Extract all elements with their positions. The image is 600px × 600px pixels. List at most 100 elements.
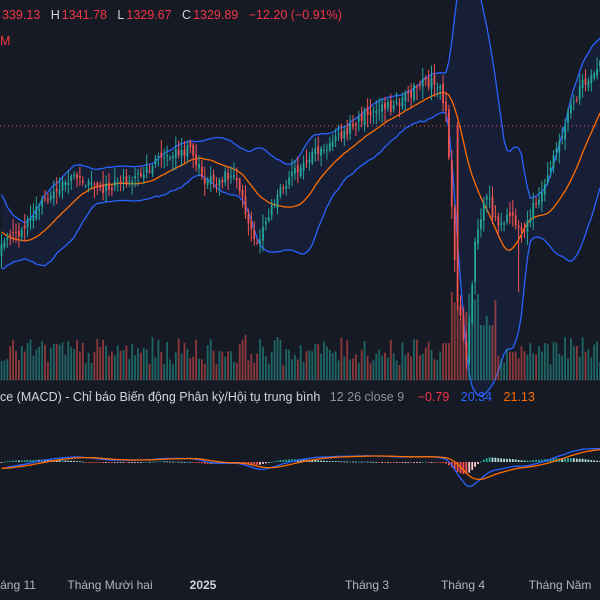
macd-histogram-bar bbox=[436, 462, 439, 463]
macd-histogram-bar bbox=[474, 462, 476, 467]
macd-histogram-bar bbox=[44, 459, 46, 462]
volume-bar bbox=[320, 353, 322, 380]
candle-body bbox=[596, 69, 598, 76]
macd-histogram-bar bbox=[105, 462, 107, 463]
candle-body bbox=[93, 184, 96, 186]
volume-bar bbox=[15, 351, 17, 380]
macd-histogram-bar bbox=[488, 457, 491, 462]
macd-histogram-bar bbox=[12, 460, 14, 462]
volume-label: M bbox=[0, 34, 11, 48]
candle-body bbox=[462, 316, 465, 339]
candle-body bbox=[558, 140, 561, 153]
volume-bar bbox=[552, 342, 555, 380]
volume-bar bbox=[113, 355, 116, 380]
macd-histogram-bar bbox=[102, 462, 104, 463]
volume-bar bbox=[221, 351, 224, 380]
candle-body bbox=[49, 195, 52, 200]
macd-histogram-bar bbox=[23, 460, 26, 462]
volume-bar bbox=[497, 355, 500, 380]
macd-histogram-bar bbox=[79, 461, 81, 463]
macd-histogram-bar bbox=[503, 458, 505, 462]
macd-legend[interactable]: ce (MACD) - Chỉ báo Biến động Phân kỳ/Hộ… bbox=[0, 390, 543, 404]
volume-bar bbox=[79, 351, 81, 380]
volume-bar bbox=[241, 339, 244, 380]
volume-bar bbox=[369, 363, 372, 380]
candle-body bbox=[363, 109, 366, 126]
volume-bar bbox=[180, 353, 183, 380]
macd-histogram-bar bbox=[93, 462, 96, 463]
macd-histogram-bar bbox=[119, 462, 122, 463]
volume-bar bbox=[387, 357, 389, 380]
candle-body bbox=[259, 239, 261, 244]
volume-bar bbox=[439, 351, 442, 380]
macd-histogram-bar bbox=[6, 461, 9, 463]
volume-bar bbox=[520, 346, 523, 380]
volume-bar bbox=[459, 319, 462, 380]
volume-bar bbox=[285, 349, 288, 380]
volume-bar bbox=[474, 299, 476, 380]
macd-histogram-bar bbox=[3, 461, 6, 463]
macd-histogram-bar bbox=[238, 462, 241, 463]
macd-histogram-bar bbox=[288, 459, 290, 462]
volume-bar bbox=[282, 364, 285, 380]
volume-bar bbox=[233, 361, 235, 380]
candle-body bbox=[44, 198, 46, 199]
volume-bar bbox=[419, 355, 421, 380]
bollinger-basis-line bbox=[1, 91, 600, 251]
candle-body bbox=[465, 342, 468, 360]
candle-body bbox=[189, 141, 192, 147]
candle-body bbox=[567, 110, 569, 123]
macd-histogram-bar bbox=[482, 459, 485, 462]
macd-histogram-bar bbox=[363, 461, 366, 463]
candle-body bbox=[148, 170, 151, 172]
volume-bar bbox=[6, 359, 9, 380]
candle-body bbox=[529, 219, 532, 223]
macd-histogram-bar bbox=[491, 457, 494, 462]
macd-histogram-bar bbox=[538, 459, 540, 462]
candle-body bbox=[471, 284, 474, 323]
macd-histogram-bar bbox=[395, 462, 398, 463]
candle-body bbox=[145, 167, 148, 173]
volume-bar bbox=[555, 342, 558, 380]
candle-body bbox=[70, 176, 73, 182]
candle-body bbox=[366, 107, 369, 115]
candle-body bbox=[105, 184, 107, 191]
macd-histogram-bar bbox=[433, 462, 436, 463]
volume-bar bbox=[517, 357, 520, 380]
macd-histogram-bar bbox=[203, 462, 206, 464]
volume-bar bbox=[558, 353, 561, 380]
candle-body bbox=[401, 97, 404, 108]
volume-bar bbox=[259, 339, 261, 380]
candle-body bbox=[26, 218, 29, 228]
candle-body bbox=[314, 148, 317, 155]
macd-histogram-bar bbox=[166, 461, 168, 463]
volume-bar bbox=[265, 356, 267, 380]
volume-bar bbox=[436, 360, 439, 380]
volume-bar bbox=[209, 339, 212, 380]
macd-histogram-bar bbox=[401, 462, 404, 463]
candle-body bbox=[308, 159, 311, 163]
macd-histogram-bar bbox=[407, 462, 410, 463]
volume-bar bbox=[90, 363, 93, 380]
volume-bar bbox=[279, 339, 282, 380]
candle-body bbox=[276, 194, 279, 208]
macd-signal-line bbox=[1, 449, 600, 481]
volume-bar bbox=[38, 347, 41, 380]
candle-body bbox=[413, 85, 415, 101]
x-tick-apr: Tháng 4 bbox=[440, 578, 486, 592]
volume-bar bbox=[108, 355, 110, 380]
candle-body bbox=[511, 212, 514, 216]
candle-body bbox=[485, 196, 488, 200]
macd-histogram-bar bbox=[596, 460, 598, 462]
candle-body bbox=[61, 181, 64, 191]
macd-histogram-bar bbox=[314, 460, 317, 462]
candle-body bbox=[206, 180, 209, 185]
volume-bar bbox=[99, 347, 102, 380]
candle-body bbox=[538, 199, 540, 205]
x-tick-nov: áng 11 bbox=[0, 578, 36, 592]
candle-body bbox=[581, 79, 584, 88]
volume-bar bbox=[230, 351, 232, 380]
macd-histogram-bar bbox=[276, 460, 279, 462]
